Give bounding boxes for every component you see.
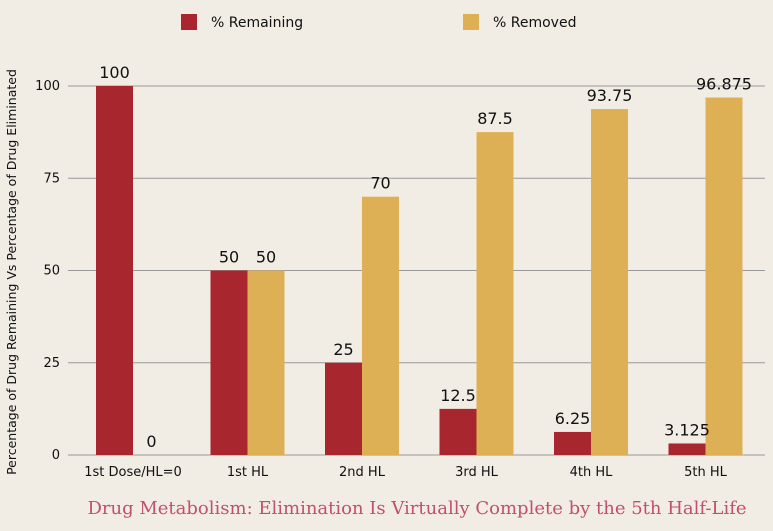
bar-value-label: 96.875 [696, 75, 752, 94]
bars [96, 86, 743, 455]
bar-value-label: 87.5 [477, 109, 513, 128]
y-tick-label: 50 [43, 264, 60, 279]
legend-swatch-removed [463, 14, 479, 30]
y-axis-ticks: 0 25 50 75 100 [35, 79, 60, 463]
bar-remaining [325, 362, 362, 455]
x-tick-label: 2nd HL [339, 465, 386, 480]
bar-value-label: 12.5 [440, 386, 476, 405]
bar-value-label: 50 [256, 248, 276, 267]
bar-removed [705, 97, 743, 455]
bar-value-label: 93.75 [587, 86, 633, 105]
y-tick-label: 0 [52, 448, 60, 463]
y-tick-label: 25 [43, 356, 60, 371]
bar-remaining [210, 270, 248, 455]
bar-value-label: 0 [146, 432, 156, 451]
bar-value-label: 25 [333, 340, 353, 359]
chart-caption: Drug Metabolism: Elimination Is Virtuall… [87, 498, 746, 519]
x-axis-ticks: 1st Dose/HL=0 1st HL 2nd HL 3rd HL 4th HL 5th… [84, 465, 727, 480]
bar-removed [591, 109, 628, 455]
legend: % Remaining % Removed [181, 14, 576, 31]
legend-swatch-remaining [181, 14, 197, 30]
x-tick-label: 4th HL [570, 465, 614, 480]
bar-value-label: 6.25 [555, 409, 591, 428]
y-axis-label: Percentage of Drug Remaining Vs Percenta… [4, 69, 19, 475]
bar-remaining [668, 443, 706, 455]
bar-removed [362, 196, 399, 455]
y-tick-label: 100 [35, 79, 60, 94]
y-tick-label: 75 [43, 171, 60, 186]
bar-value-labels: 100 0 50 50 25 70 12.5 87.5 6.25 93.75 3.125 96.875 [99, 63, 752, 451]
x-tick-label: 1st HL [227, 465, 269, 480]
bar-remaining [554, 431, 591, 455]
bar-removed [476, 132, 514, 455]
legend-label: % Remaining [211, 15, 303, 31]
bar-remaining [96, 86, 133, 455]
bar-remaining [439, 408, 477, 455]
x-tick-label: 1st Dose/HL=0 [84, 465, 182, 480]
bar-value-label: 70 [370, 174, 390, 193]
bar-value-label: 3.125 [664, 420, 710, 439]
bar-removed [247, 270, 285, 455]
bar-value-label: 50 [219, 248, 239, 267]
x-tick-label: 5th HL [684, 465, 728, 480]
legend-label: % Removed [493, 15, 576, 31]
bar-value-label: 100 [99, 63, 130, 82]
gridlines [68, 85, 765, 456]
x-tick-label: 3rd HL [455, 465, 499, 480]
